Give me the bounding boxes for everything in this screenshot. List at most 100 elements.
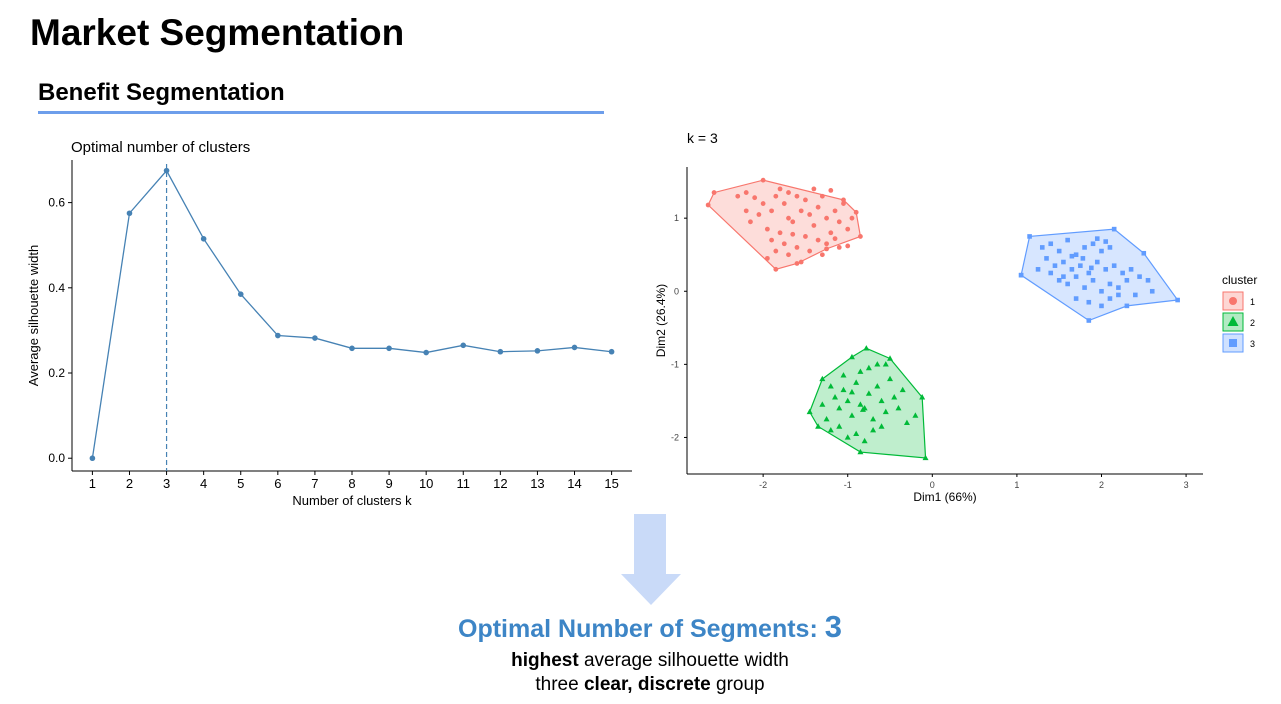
cluster-1-point bbox=[819, 252, 825, 258]
cluster-3-point bbox=[1052, 263, 1058, 268]
cluster-1-point bbox=[735, 193, 741, 199]
cluster-3-point bbox=[1048, 270, 1054, 276]
cluster-x-tick-label: -2 bbox=[759, 480, 767, 490]
cluster-2-point bbox=[857, 401, 864, 407]
cluster-2-point bbox=[863, 345, 870, 351]
cluster-2-point bbox=[882, 361, 889, 367]
silhouette-point bbox=[126, 210, 133, 217]
cluster-3-point bbox=[1082, 285, 1087, 290]
cluster-y-tick-label: -2 bbox=[671, 432, 679, 442]
x-tick-label: 5 bbox=[237, 476, 244, 491]
cluster-1-point bbox=[832, 236, 838, 242]
cluster-1-point bbox=[773, 266, 779, 272]
cluster-1-point bbox=[828, 230, 834, 236]
cluster-2-point bbox=[848, 388, 855, 395]
cluster-1-hull bbox=[707, 179, 862, 271]
cluster-3-point bbox=[1078, 263, 1083, 268]
silhouette-point bbox=[275, 332, 281, 339]
cluster-1-point bbox=[786, 252, 791, 258]
cluster-1-point bbox=[794, 193, 800, 199]
x-tick-label: 6 bbox=[274, 476, 281, 491]
cluster-3-point bbox=[1056, 277, 1062, 283]
cluster-2-point bbox=[891, 394, 898, 400]
cluster-3-point bbox=[1103, 267, 1109, 272]
y-tick-label: 0.0 bbox=[48, 451, 65, 465]
cluster-2-point bbox=[865, 390, 872, 396]
cluster-2-point bbox=[848, 412, 855, 418]
cluster-1-point bbox=[743, 190, 749, 195]
silhouette-point bbox=[163, 167, 170, 174]
cluster-3-point bbox=[1061, 259, 1066, 265]
silhouette-point bbox=[460, 342, 467, 349]
cluster-1-point bbox=[752, 195, 758, 201]
cluster-3-point bbox=[1103, 239, 1109, 244]
cluster-1-point bbox=[794, 261, 800, 266]
summary-line-2-post: group bbox=[716, 674, 765, 695]
cluster-1-point bbox=[760, 177, 766, 183]
silhouette-point bbox=[349, 345, 355, 352]
cluster-2-point bbox=[874, 361, 881, 367]
cluster-1-point bbox=[845, 226, 851, 232]
cluster-1-point bbox=[790, 219, 796, 225]
section-underline bbox=[38, 111, 604, 114]
cluster-1-point bbox=[828, 187, 834, 193]
cluster-2-point bbox=[859, 406, 866, 412]
silhouette-point bbox=[497, 348, 504, 355]
silhouette-point bbox=[89, 455, 96, 462]
cluster-3-point bbox=[1090, 277, 1096, 283]
optimal-segments-heading: Optimal Number of Segments: 3 bbox=[400, 609, 900, 645]
cluster-3-point bbox=[1107, 296, 1113, 301]
x-tick-label: 3 bbox=[163, 476, 170, 491]
silhouette-point bbox=[312, 335, 318, 341]
cluster-3-point bbox=[1080, 256, 1086, 261]
x-tick-label: 8 bbox=[348, 476, 355, 491]
cluster-3-point bbox=[1027, 234, 1032, 239]
cluster-3-point bbox=[1128, 267, 1134, 272]
cluster-1-point bbox=[807, 212, 813, 217]
legend-label-3: 3 bbox=[1250, 339, 1255, 349]
cluster-legend: cluster 1 2 3 bbox=[1222, 273, 1257, 353]
cluster-1-point bbox=[815, 237, 821, 243]
cluster-1-point bbox=[781, 241, 787, 247]
cluster-2-point bbox=[819, 375, 826, 382]
cluster-1-point bbox=[836, 219, 842, 225]
down-arrow-icon bbox=[621, 514, 681, 605]
cluster-1-point bbox=[794, 245, 800, 250]
cluster-1-point bbox=[824, 246, 829, 252]
cluster-3-point bbox=[1133, 292, 1138, 298]
cluster-1-point bbox=[777, 186, 783, 192]
cluster-1-point bbox=[815, 204, 821, 210]
cluster-3-point bbox=[1099, 288, 1104, 294]
cluster-1-point bbox=[773, 193, 779, 199]
y-axis-label: Average silhouette width bbox=[26, 245, 41, 386]
cluster-3-point bbox=[1175, 297, 1180, 303]
cluster-1-point bbox=[756, 212, 762, 217]
section-title: Benefit Segmentation bbox=[38, 79, 285, 106]
cluster-3-point bbox=[1082, 245, 1087, 250]
x-tick-label: 7 bbox=[311, 476, 318, 491]
y-tick-label: 0.4 bbox=[48, 281, 65, 295]
cluster-1-point bbox=[798, 259, 804, 265]
cluster-3-point bbox=[1044, 256, 1049, 261]
cluster-2-point bbox=[874, 383, 881, 389]
legend-label-1: 1 bbox=[1250, 297, 1255, 307]
legend-title: cluster bbox=[1222, 273, 1257, 287]
cluster-3-point bbox=[1065, 281, 1070, 287]
cluster-3-point bbox=[1090, 241, 1096, 247]
cluster-2-point bbox=[870, 426, 877, 433]
cluster-1-point bbox=[786, 215, 791, 221]
cluster-1-point bbox=[841, 201, 846, 206]
cluster-3-point bbox=[1111, 226, 1117, 232]
cluster-1-point bbox=[849, 215, 855, 221]
silhouette-point bbox=[571, 344, 578, 351]
cluster-2-point bbox=[840, 372, 847, 378]
x-tick-label: 4 bbox=[200, 476, 207, 491]
cluster-3-point bbox=[1099, 303, 1104, 309]
cluster-2-point bbox=[899, 386, 906, 393]
cluster-3-point bbox=[1048, 241, 1054, 247]
cluster-1-point bbox=[781, 201, 787, 206]
cluster-2-point bbox=[844, 397, 851, 404]
chart-title: Optimal number of clusters bbox=[71, 139, 250, 156]
cluster-2-point bbox=[857, 448, 864, 455]
